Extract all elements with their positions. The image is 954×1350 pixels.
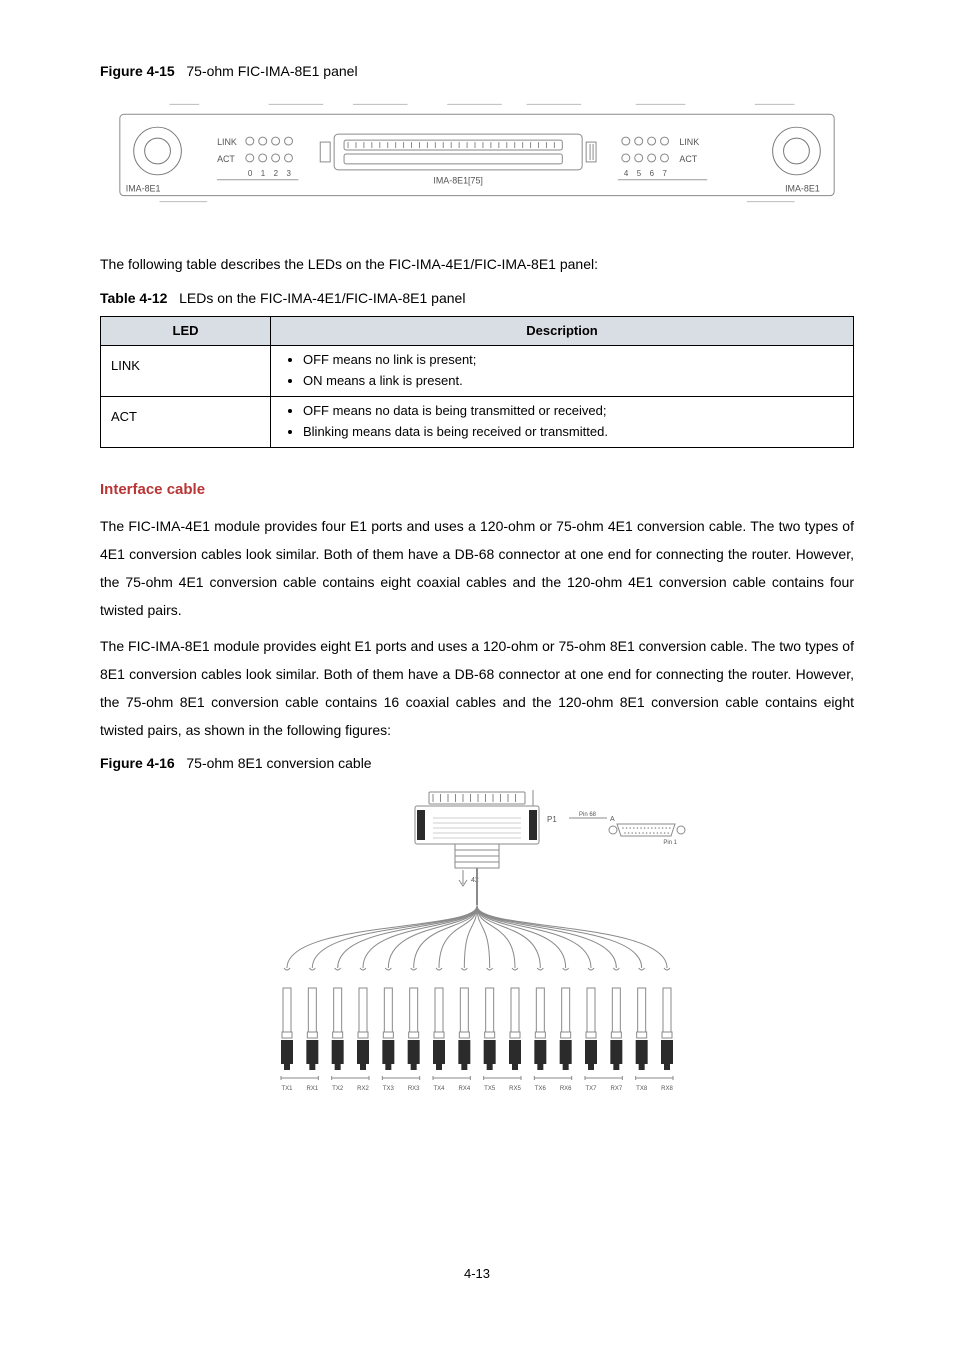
svg-text:TX7: TX7 <box>585 1086 597 1092</box>
figure-15-panel-drawing: IMA-8E1 IMA-8E1 LINK ACT 0 1 2 3 <box>100 96 854 212</box>
figure-15-caption: Figure 4-15 75-ohm FIC-IMA-8E1 panel <box>100 60 854 82</box>
figure-16-label: Figure 4-16 <box>100 755 175 771</box>
table-12-caption: Table 4-12 LEDs on the FIC-IMA-4E1/FIC-I… <box>100 287 854 309</box>
svg-text:1: 1 <box>261 169 266 178</box>
interface-cable-para-2: The FIC-IMA-8E1 module provides eight E1… <box>100 632 854 744</box>
svg-text:RX5: RX5 <box>509 1086 521 1092</box>
svg-text:RX6: RX6 <box>560 1086 572 1092</box>
svg-text:TX6: TX6 <box>535 1086 547 1092</box>
svg-text:TX1: TX1 <box>281 1086 293 1092</box>
svg-text:2: 2 <box>274 169 278 178</box>
table-cell-desc: OFF means no data is being transmitted o… <box>271 396 854 447</box>
table-12-title: LEDs on the FIC-IMA-4E1/FIC-IMA-8E1 pane… <box>179 290 465 306</box>
svg-text:TX5: TX5 <box>484 1086 496 1092</box>
panel-left-text: IMA-8E1 <box>126 184 161 194</box>
table-bullet: OFF means no link is present; <box>303 350 843 371</box>
panel-connector-label: IMA-8E1[75] <box>433 176 483 186</box>
table-row: ACT OFF means no data is being transmitt… <box>101 396 854 447</box>
svg-text:Pin 1: Pin 1 <box>663 840 677 846</box>
panel-act-label-left: ACT <box>217 154 235 164</box>
led-table: LED Description LINK OFF means no link i… <box>100 316 854 448</box>
svg-text:TX3: TX3 <box>383 1086 395 1092</box>
table-cell-desc: OFF means no link is present; ON means a… <box>271 346 854 397</box>
panel-link-label-right: LINK <box>679 137 699 147</box>
svg-text:6: 6 <box>650 169 655 178</box>
figure-16-title: 75-ohm 8E1 conversion cable <box>186 755 371 771</box>
svg-text:RX4: RX4 <box>458 1086 470 1092</box>
svg-text:TX4: TX4 <box>433 1086 445 1092</box>
figure-16-cable-drawing: P1APin 68Pin 142TX1RX1TX2RX2TX3RX3TX4RX4… <box>100 788 854 1104</box>
table-header-desc: Description <box>271 316 854 346</box>
panel-right-text: IMA-8E1 <box>785 184 820 194</box>
table-cell-led: LINK <box>101 346 271 397</box>
svg-text:TX2: TX2 <box>332 1086 344 1092</box>
svg-text:7: 7 <box>663 169 667 178</box>
svg-text:A: A <box>610 816 615 823</box>
svg-text:Pin 68: Pin 68 <box>579 812 597 818</box>
svg-text:TX8: TX8 <box>636 1086 648 1092</box>
table-header-row: LED Description <box>101 316 854 346</box>
svg-text:RX2: RX2 <box>357 1086 369 1092</box>
panel-act-label-right: ACT <box>679 154 697 164</box>
table-cell-led: ACT <box>101 396 271 447</box>
svg-text:5: 5 <box>637 169 642 178</box>
svg-text:4: 4 <box>624 169 629 178</box>
figure-15-title: 75-ohm FIC-IMA-8E1 panel <box>186 63 357 79</box>
interface-cable-heading: Interface cable <box>100 478 854 502</box>
table-bullet: ON means a link is present. <box>303 371 843 392</box>
table-bullet: OFF means no data is being transmitted o… <box>303 401 843 422</box>
svg-text:RX3: RX3 <box>408 1086 420 1092</box>
interface-cable-para-1: The FIC-IMA-4E1 module provides four E1 … <box>100 512 854 624</box>
svg-text:RX1: RX1 <box>306 1086 318 1092</box>
svg-text:P1: P1 <box>547 815 557 824</box>
table-row: LINK OFF means no link is present; ON me… <box>101 346 854 397</box>
table-12-label: Table 4-12 <box>100 290 167 306</box>
page-number: 4-13 <box>100 1264 854 1285</box>
panel-link-label-left: LINK <box>217 137 237 147</box>
table-header-led: LED <box>101 316 271 346</box>
svg-text:RX8: RX8 <box>661 1086 673 1092</box>
svg-text:3: 3 <box>287 169 292 178</box>
svg-text:RX7: RX7 <box>610 1086 622 1092</box>
intro-paragraph: The following table describes the LEDs o… <box>100 253 854 275</box>
figure-15-label: Figure 4-15 <box>100 63 175 79</box>
table-bullet: Blinking means data is being received or… <box>303 422 843 443</box>
figure-16-caption: Figure 4-16 75-ohm 8E1 conversion cable <box>100 752 854 774</box>
svg-text:0: 0 <box>248 169 253 178</box>
